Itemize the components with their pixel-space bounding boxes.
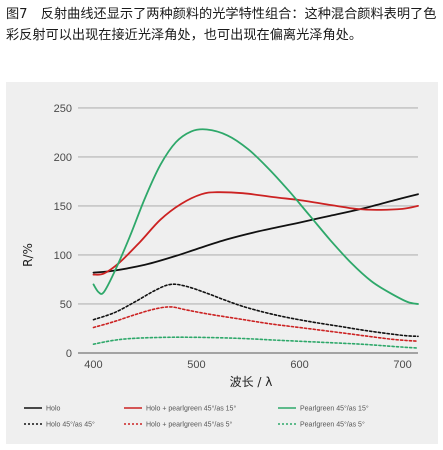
y-tick-label: 0 — [66, 348, 72, 360]
legend-label-5: Pearlgreen 45°/as 5° — [300, 421, 365, 429]
series-line-0 — [92, 193, 419, 274]
figure-caption: 图7 反射曲线还显示了两种颜料的光学特性组合：这种混合颜料表明了色彩反射可以出现… — [6, 7, 437, 43]
y-tick-label: 50 — [60, 299, 72, 311]
series-line-4 — [92, 306, 419, 342]
legend-label-3: Holo 45°/as 45° — [46, 421, 95, 429]
legend-label-0: Holo — [46, 406, 61, 413]
x-tick-label: 500 — [187, 359, 205, 371]
legend-label-4: Holo + pearlgreen 45°/as 5° — [146, 421, 233, 429]
x-tick-label: 400 — [84, 359, 102, 371]
x-axis-label: 波长 / λ — [230, 375, 273, 389]
series-line-1 — [92, 191, 419, 276]
y-tick-labels: 0 50 100 150 200 250 — [54, 103, 72, 360]
x-tick-label: 700 — [393, 359, 411, 371]
series-line-3 — [92, 283, 419, 338]
x-tick-label: 600 — [290, 359, 308, 371]
chart-panel: 0 50 100 150 200 250 400 500 600 700 R/% 波长 / λ … — [6, 82, 438, 444]
x-tick-labels: 400 500 600 700 — [84, 359, 411, 371]
grid-lines — [78, 107, 418, 354]
series-lines — [92, 128, 419, 349]
y-axis-label: R/% — [21, 243, 35, 267]
legend: Holo Holo + pearlgreen 45°/as 15° Pearlgre… — [24, 405, 369, 429]
y-tick-label: 250 — [54, 103, 72, 115]
y-tick-label: 100 — [54, 250, 72, 262]
legend-label-1: Holo + pearlgreen 45°/as 15° — [146, 405, 236, 413]
y-tick-label: 150 — [54, 201, 72, 213]
legend-label-2: Pearlgreen 45°/as 15° — [300, 405, 369, 413]
series-line-2 — [92, 128, 419, 305]
y-tick-label: 200 — [54, 152, 72, 164]
series-line-5 — [92, 336, 419, 349]
